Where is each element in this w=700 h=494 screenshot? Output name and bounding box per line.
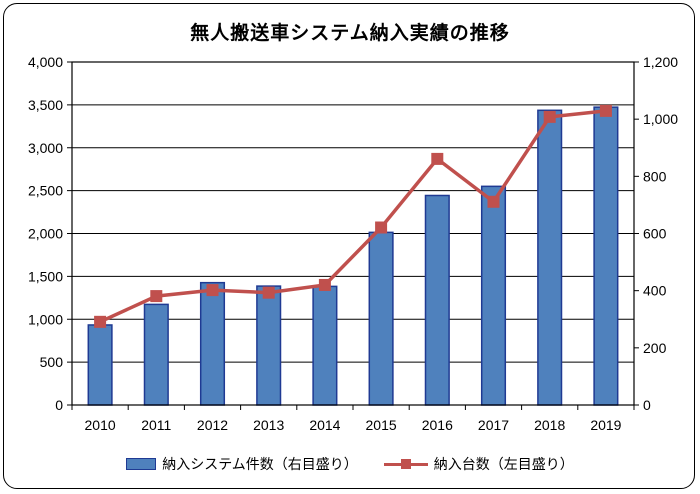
y-left-tick-label: 2,000 <box>28 226 63 242</box>
y-right-tick-label: 600 <box>643 226 667 242</box>
bar <box>87 324 113 406</box>
series-line <box>99 109 607 324</box>
x-tick-label: 2014 <box>309 417 340 433</box>
x-tick-label: 2012 <box>197 417 228 433</box>
bar <box>312 285 338 406</box>
legend: 納入システム件数（右目盛り） 納入台数（左目盛り） <box>0 452 700 476</box>
line-marker <box>375 221 388 234</box>
x-tick-label: 2017 <box>478 417 509 433</box>
legend-line-swatch <box>383 458 428 470</box>
y-left-tick-label: 2,500 <box>28 183 63 199</box>
bar <box>368 231 394 406</box>
y-left-tick-label: 0 <box>55 397 63 413</box>
bar <box>143 303 169 406</box>
y-right-tick-label: 1,000 <box>643 111 678 127</box>
line-marker <box>206 284 219 297</box>
y-right-tick-label: 0 <box>643 397 651 413</box>
x-tick-label: 2018 <box>534 417 565 433</box>
line-marker <box>431 152 444 165</box>
line-marker <box>94 315 107 328</box>
bar <box>199 281 226 406</box>
line-marker <box>318 278 331 291</box>
y-right-tick-label: 400 <box>643 283 667 299</box>
y-left-tick-label: 4,000 <box>28 54 63 70</box>
y-right-tick-label: 1,200 <box>643 54 678 70</box>
line-marker <box>543 110 556 123</box>
x-tick-label: 2010 <box>85 417 116 433</box>
x-tick-label: 2016 <box>422 417 453 433</box>
line-marker <box>599 104 612 117</box>
y-right-tick-label: 200 <box>643 340 667 356</box>
bar <box>424 194 450 406</box>
x-tick-label: 2019 <box>590 417 621 433</box>
bar <box>537 109 563 406</box>
legend-label-line: 納入台数（左目盛り） <box>433 457 574 473</box>
y-left-tick-label: 500 <box>40 354 64 370</box>
y-left-tick-label: 3,000 <box>28 140 63 156</box>
bar <box>480 185 507 406</box>
y-left-tick-label: 1,500 <box>28 268 63 284</box>
legend-item-bars: 納入システム件数（右目盛り） <box>126 454 358 474</box>
legend-bar-swatch <box>126 458 157 470</box>
legend-label-bars: 納入システム件数（右目盛り） <box>162 457 358 473</box>
y-left-tick-label: 1,000 <box>28 311 63 327</box>
legend-item-line: 納入台数（左目盛り） <box>383 454 574 474</box>
x-tick-label: 2011 <box>141 417 171 433</box>
bar <box>256 285 282 406</box>
y-right-tick-label: 800 <box>643 168 667 184</box>
line-marker <box>487 195 500 208</box>
x-tick-label: 2015 <box>366 417 397 433</box>
line-marker <box>150 290 163 303</box>
line-marker <box>262 286 275 299</box>
y-left-tick-label: 3,500 <box>28 97 63 113</box>
x-tick-label: 2013 <box>253 417 284 433</box>
bar <box>593 106 619 406</box>
chart-frame <box>3 3 695 489</box>
chart-title: 無人搬送車システム納入実績の推移 <box>190 22 510 44</box>
